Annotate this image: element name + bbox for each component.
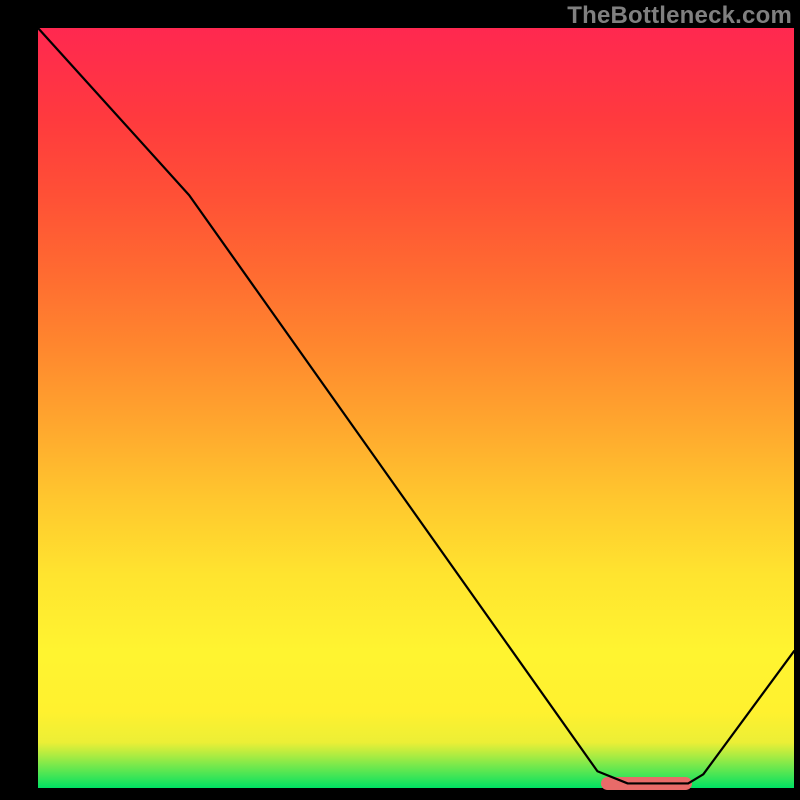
bottleneck-curve [38,28,794,788]
plot-area [38,28,794,788]
curve-path [38,28,794,783]
chart-frame: TheBottleneck.com [0,0,800,800]
watermark-text: TheBottleneck.com [567,2,792,30]
